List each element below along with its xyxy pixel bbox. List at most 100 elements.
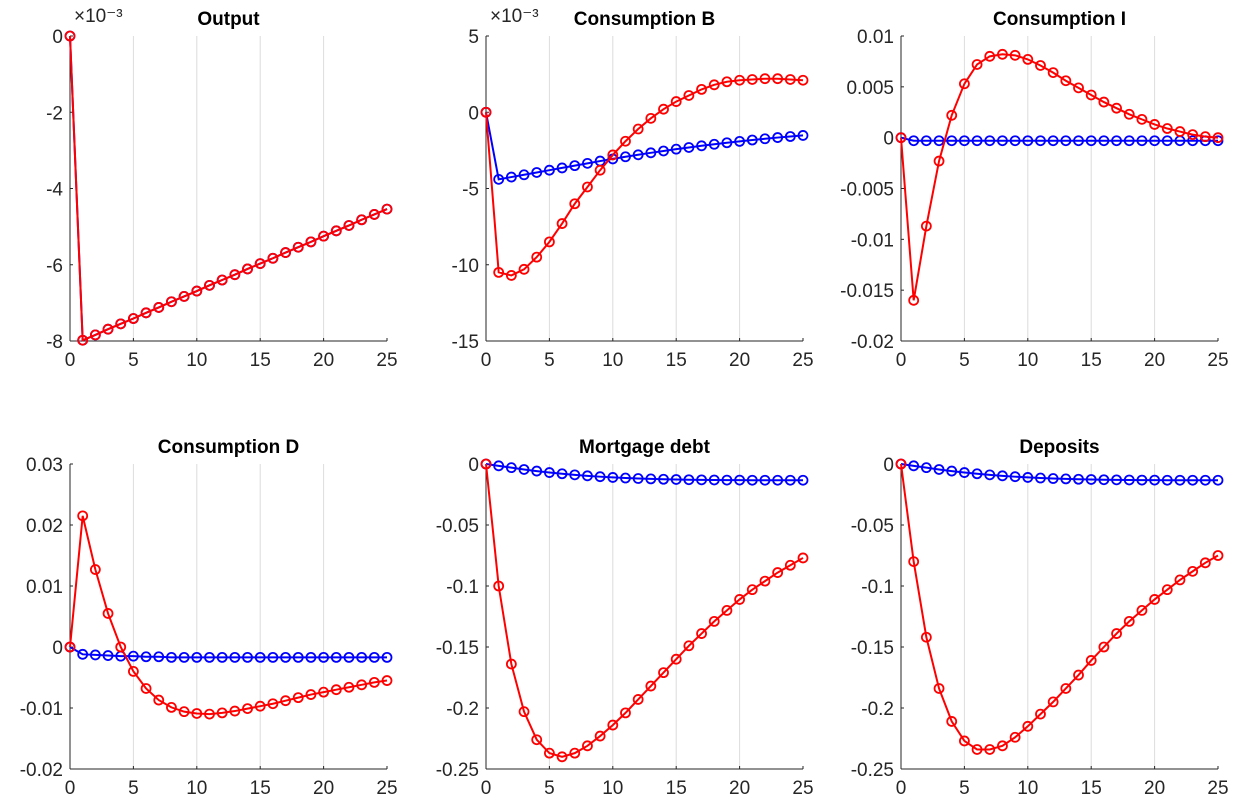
data-point-2 [721,76,733,88]
series-line-2 [900,463,1219,751]
data-point-1 [946,465,958,477]
data-point-2 [1212,132,1224,144]
x-tick-label: 20 [313,350,334,371]
subplot-4: 0 5 10 15 20 25 0.03 0.02 0.01 0 -0.01 -0.02 Consump… [20,437,398,799]
data-point-1 [645,473,657,485]
data-point-2 [658,667,669,679]
data-point-2 [582,740,593,752]
data-point-1 [772,474,784,486]
y-tick-label: -5 [462,180,479,201]
data-point-1 [933,135,945,147]
data-point-2 [127,313,139,324]
data-point-2 [1009,49,1021,61]
data-point-1 [1022,135,1034,147]
data-point-2 [658,103,669,115]
data-point-2 [696,628,707,639]
data-point-2 [997,740,1008,752]
data-point-2 [1085,89,1097,101]
data-point-2 [946,109,958,121]
data-point-2 [254,258,266,270]
data-point-2 [544,747,555,759]
data-point-2 [1047,67,1059,78]
data-point-2 [1149,119,1160,130]
x-tick-label: 25 [1207,350,1228,371]
data-point-2 [620,707,631,719]
y-tick-label: 0.02 [26,516,63,537]
x-tick-label: 0 [481,778,492,799]
y-tick-label: 0.01 [857,27,894,48]
subplot-title: Deposits [1019,437,1099,458]
data-point-1 [1199,474,1211,486]
data-point-1 [1047,135,1059,147]
y-tick-label: 0 [468,103,479,124]
data-point-1 [368,651,380,663]
data-point-1 [518,464,530,475]
data-point-2 [368,209,380,220]
y-tick-label: -0.02 [851,332,894,353]
data-point-1 [505,171,517,183]
series-line-1 [900,463,1218,482]
data-point-1 [1149,135,1160,147]
data-point-1 [292,651,304,663]
data-point-1 [620,472,631,484]
data-point-1 [1085,135,1097,147]
data-point-2 [772,73,784,85]
data-point-2 [204,708,215,720]
data-point-2 [1111,628,1122,639]
data-point-2 [280,247,291,258]
data-point-2 [556,218,568,229]
x-tick-label: 10 [1017,350,1038,371]
data-point-1 [708,474,720,486]
data-point-2 [505,270,517,281]
x-tick-label: 5 [544,778,555,799]
subplot-title: Mortgage debt [579,437,711,458]
x-tick-label: 25 [1207,778,1228,799]
data-point-2 [166,701,177,713]
y-tick-label: -0.02 [20,760,63,781]
x-tick-label: 5 [959,778,970,799]
data-point-2 [77,510,89,522]
data-point-2 [607,719,619,731]
data-point-2 [216,707,228,719]
data-point-1 [920,462,932,474]
data-point-1 [1174,474,1186,486]
data-point-2 [1199,557,1211,569]
y-tick-label: -0.05 [851,516,894,537]
y-tick-label: 0 [468,455,479,476]
data-point-1 [746,134,758,146]
data-point-2 [1161,123,1173,134]
axis-exponent-label: ×10⁻³ [490,6,539,27]
data-point-2 [784,74,796,85]
x-tick-label: 0 [896,778,907,799]
data-point-2 [1123,615,1135,627]
data-point-2 [216,274,228,286]
data-point-1 [216,651,228,663]
data-point-2 [242,703,253,715]
data-point-2 [178,290,190,302]
data-point-2 [292,692,304,704]
y-tick-label: 0.03 [26,455,63,476]
subplot-title: Output [197,9,260,30]
data-point-2 [984,744,996,755]
x-tick-label: 20 [729,778,750,799]
data-point-2 [102,323,114,335]
data-point-2 [153,302,165,313]
data-point-2 [1098,96,1110,108]
data-point-2 [696,83,707,95]
data-point-2 [1022,53,1034,65]
series-line-1 [69,35,388,342]
x-tick-label: 20 [1144,778,1165,799]
data-point-1 [1111,135,1122,147]
data-point-2 [127,666,139,677]
axis-exponent-label: ×10⁻³ [74,6,123,27]
x-tick-label: 15 [666,778,687,799]
data-point-2 [1174,126,1186,137]
data-point-2 [632,123,644,135]
data-point-1 [632,149,644,161]
data-point-2 [632,694,644,705]
y-tick-label: -0.15 [436,638,479,659]
data-point-2 [518,263,530,275]
subplot-1: 0 5 10 15 20 25 0 -2 -4 -6 -8 ×10⁻³ Output [46,6,397,371]
data-point-2 [1035,708,1046,720]
data-point-1 [1123,474,1135,486]
